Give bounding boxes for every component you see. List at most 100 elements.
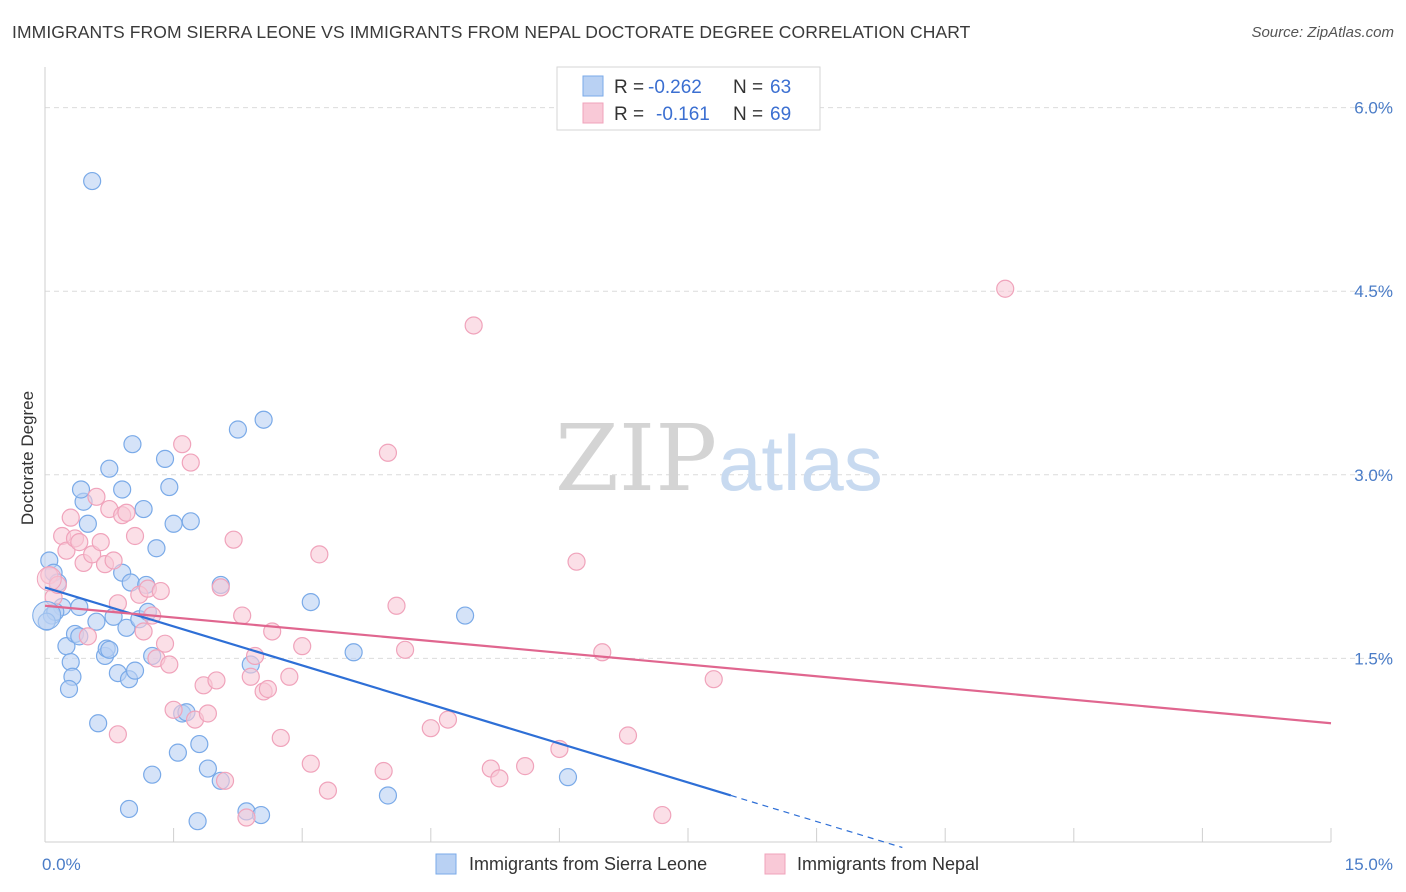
point-nepal-27 [173, 435, 192, 454]
point-nepal-49 [374, 761, 393, 781]
legend-r-label-nepal: R = [614, 104, 644, 125]
watermark-zip: ZIP [555, 405, 717, 512]
point-sierra-leone-59 [558, 768, 578, 787]
point-sierra-leone-16 [87, 612, 106, 631]
point-nepal-37 [237, 808, 256, 827]
point-sierra-leone-43 [143, 765, 162, 784]
point-sierra-leone-14 [78, 514, 97, 533]
point-nepal-68 [91, 533, 110, 552]
legend-n-value-nepal: 69 [770, 104, 791, 125]
point-nepal-33 [211, 578, 230, 597]
point-nepal-31 [198, 704, 217, 723]
x-tick-label-1: 15.0% [1345, 855, 1393, 874]
point-nepal-64 [704, 670, 723, 689]
point-sierra-leone-55 [301, 592, 320, 612]
point-nepal-53 [421, 719, 440, 738]
point-nepal-18 [125, 526, 145, 546]
point-nepal-66 [108, 725, 127, 744]
x-tick-labels: 0.0% 15.0% [42, 855, 1393, 874]
point-sierra-leone-28 [134, 499, 153, 519]
y-axis-label: Doctorate Degree [18, 391, 37, 525]
point-nepal-58 [516, 757, 535, 776]
chart-title: IMMIGRANTS FROM SIERRA LEONE VS IMMIGRAN… [12, 22, 971, 42]
point-sierra-leone-15 [71, 480, 91, 499]
point-nepal-44 [280, 667, 299, 686]
point-nepal-43 [271, 728, 290, 748]
y-tick-label-2: 4.5% [1354, 282, 1393, 301]
point-sierra-leone-60 [70, 597, 89, 617]
point-nepal-62 [618, 726, 638, 745]
point-nepal-26 [164, 700, 183, 719]
legend-n-value-sierra-leone: 63 [770, 77, 791, 98]
point-sierra-leone-23 [117, 618, 136, 637]
point-nepal-48 [318, 781, 338, 800]
point-nepal-60 [567, 552, 586, 571]
y-tick-label-0: 1.5% [1354, 649, 1393, 668]
legend-n-label-nepal: N = [733, 104, 763, 125]
point-nepal-54 [438, 710, 458, 729]
point-sierra-leone-33 [155, 449, 175, 468]
point-sierra-leone-26 [125, 661, 145, 680]
y-tick-label-3: 6.0% [1354, 99, 1393, 118]
point-nepal-24 [155, 634, 175, 653]
point-nepal-52 [395, 640, 415, 659]
point-nepal-45 [293, 637, 312, 656]
point-sierra-leone-53 [228, 420, 247, 439]
point-nepal-51 [387, 596, 406, 615]
legend-swatch-nepal [582, 102, 604, 124]
trend-line-sierra-leone [44, 586, 732, 797]
point-sierra-leone-54 [254, 410, 273, 429]
point-sierra-leone-32 [147, 539, 166, 558]
point-sierra-leone-19 [100, 640, 119, 659]
y-tick-labels: 1.5% 3.0% 4.5% 6.0% [1354, 99, 1393, 669]
trend-lines [44, 586, 1332, 849]
point-nepal-7 [70, 533, 89, 552]
legend-r-value-sierra-leone: -0.262 [648, 77, 702, 98]
legend-n-label-sierra-leone: N = [733, 77, 763, 98]
y-tick-label-1: 3.0% [1354, 466, 1393, 485]
point-nepal-38 [241, 667, 260, 686]
legend-r-value-nepal: -0.161 [656, 104, 710, 125]
point-sierra-leone-37 [181, 512, 200, 531]
series-legend-swatch-sierra-leone [435, 853, 457, 875]
point-nepal-63 [653, 805, 672, 825]
point-nepal-55 [464, 316, 483, 335]
point-nepal-65 [996, 279, 1015, 298]
point-sierra-leone-10 [59, 679, 79, 699]
point-nepal-41 [258, 679, 278, 699]
point-sierra-leone-56 [344, 643, 363, 662]
watermark-atlas: atlas [718, 419, 883, 507]
axes [44, 67, 1332, 843]
point-nepal-14 [104, 551, 123, 570]
point-nepal-35 [224, 530, 243, 549]
point-sierra-leone-46 [198, 759, 217, 778]
point-sierra-leone-58 [455, 606, 475, 625]
point-nepal-36 [233, 606, 252, 625]
point-nepal-11 [87, 487, 106, 506]
trend-line-nepal [44, 604, 1332, 725]
point-sierra-leone-44 [119, 799, 139, 819]
point-sierra-leone-41 [89, 714, 108, 733]
point-nepal-67 [151, 581, 170, 601]
legend-swatch-sierra-leone [582, 75, 604, 97]
legend-r-label-sierra-leone: R = [614, 77, 644, 98]
stats-legend: R = -0.262 N = 63 R = -0.161 N = 69 [556, 66, 821, 131]
point-nepal-57 [490, 769, 509, 788]
point-sierra-leone-large [32, 601, 62, 631]
point-sierra-leone-38 [100, 459, 119, 478]
point-nepal-20 [134, 622, 153, 641]
point-nepal-34 [215, 771, 235, 790]
point-sierra-leone-45 [190, 734, 209, 754]
series-legend: Immigrants from Sierra Leone Immigrants … [435, 853, 979, 875]
point-nepal-50 [378, 443, 398, 462]
source-label: Source: ZipAtlas.com [1251, 24, 1394, 41]
grid-lines [45, 107, 1392, 659]
point-sierra-leone-0 [83, 171, 102, 191]
point-sierra-leone-42 [168, 743, 187, 762]
point-nepal-47 [310, 545, 329, 564]
trend-line-sierra-leone-extension [730, 794, 903, 849]
point-nepal-32 [207, 671, 226, 690]
point-nepal-46 [301, 754, 320, 773]
point-sierra-leone-48 [188, 812, 207, 831]
